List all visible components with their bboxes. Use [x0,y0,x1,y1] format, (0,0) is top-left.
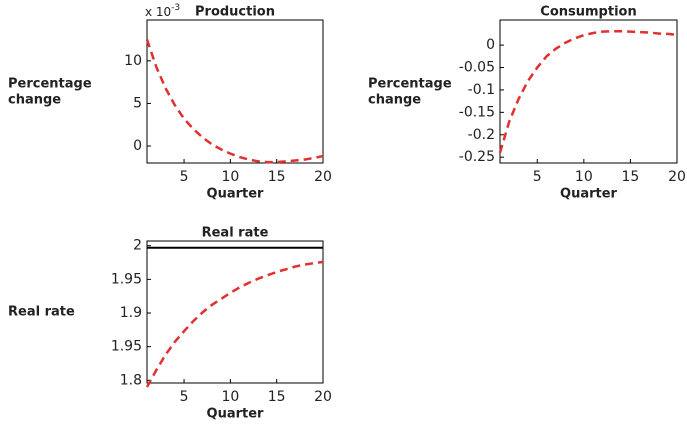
series-line [145,260,324,388]
y-tick-label: 1.9 [120,305,142,321]
plot-frame [146,19,324,164]
y-tick-label: -0.25 [459,149,495,165]
y-axis-label: Real rate [8,305,75,320]
x-tick-label: 20 [314,169,332,185]
chart-title: Consumption [540,5,636,20]
y-tick-label: 5 [133,95,142,111]
series-line [498,29,678,154]
x-tick-label: 15 [622,169,640,185]
plot-frame [499,19,678,164]
x-tick-label: 20 [668,169,686,185]
y-tick-label: 0 [486,37,495,53]
y-tick-label: 1.95 [111,339,142,355]
plot-frame [146,240,324,384]
y-tick-label: -0.15 [459,104,495,120]
y-axis-label: Percentage [8,77,92,92]
chart-title: Production [195,5,275,20]
x-tick-label: 10 [575,169,593,185]
x-axis-label: Quarter [560,187,618,202]
series-line [145,39,324,164]
x-axis-label: Quarter [207,187,265,202]
y-tick-label: 2 [133,238,142,254]
y-tick-label: 1.8 [120,372,142,388]
x-tick-label: 10 [221,389,239,405]
x-tick-label: 5 [180,389,189,405]
y-tick-label: -0.2 [468,127,495,143]
x-axis-label: Quarter [207,407,265,422]
y-axis-label: Percentage [368,77,452,92]
y-tick-label: 10 [124,53,142,69]
x-tick-label: 15 [268,169,286,185]
y-axis-label: change [8,93,61,108]
y-tick-label: 1.95 [111,271,142,287]
x-tick-label: 20 [314,389,332,405]
chart-title: Real rate [202,226,269,241]
multiplier-base: x 10 [145,5,171,19]
y-tick-label: 0 [133,138,142,154]
x-tick-label: 10 [221,169,239,185]
multiplier-exp: -3 [171,3,180,13]
y-axis-label: change [368,93,421,108]
axis-multiplier: x 10-3 [145,3,180,19]
y-tick-label: -0.1 [468,82,495,98]
x-tick-label: 5 [533,169,542,185]
x-tick-label: 15 [268,389,286,405]
x-tick-label: 5 [180,169,189,185]
y-tick-label: -0.05 [459,60,495,76]
